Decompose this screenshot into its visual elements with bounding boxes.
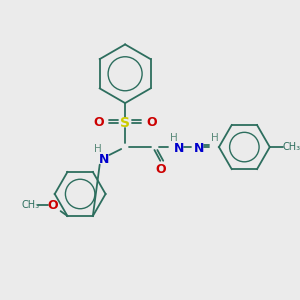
Text: N: N [194,142,205,154]
Text: CH₃: CH₃ [282,142,300,152]
Text: N: N [98,153,109,166]
Text: N: N [174,142,184,154]
Text: O: O [155,163,166,176]
Text: O: O [146,116,157,129]
Text: O: O [93,116,104,129]
Text: S: S [120,116,130,130]
Text: CH₃: CH₃ [21,200,39,210]
Text: H: H [170,133,178,143]
Text: H: H [211,133,219,143]
Text: H: H [94,144,102,154]
Text: O: O [47,199,58,212]
